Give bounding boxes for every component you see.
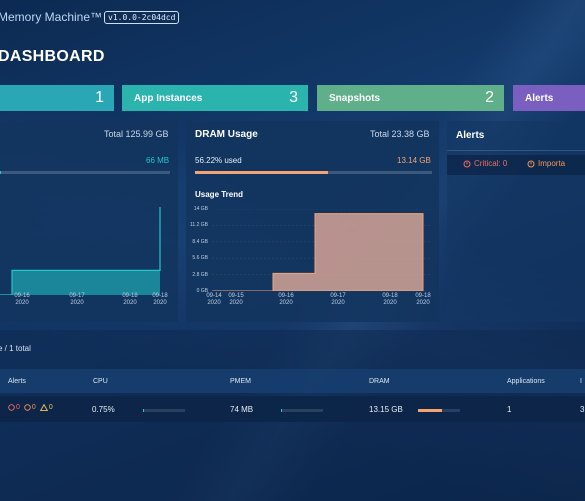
row-extra: 3 [580,405,585,414]
critical-count: 0 [16,404,20,411]
page-title: DASHBOARD [0,48,105,65]
alerts-panel [447,121,585,322]
stat-label: Alerts [525,92,554,104]
dram-y-tick-label: 5.6 GB [192,255,208,262]
column-alerts[interactable]: Alerts [8,378,26,385]
dram-bar [418,409,460,412]
row-dram: 13.15 GB [369,405,403,414]
critical-icon [8,404,15,411]
dram-x-tick-label: 09-17 2020 [330,293,346,306]
dram-x-tick-label: 09-15 2020 [228,293,244,306]
pmem-used-value: 66 MB [146,156,170,165]
column-dram[interactable]: DRAM [369,378,390,385]
pmem-bar [281,409,323,412]
dram-y-tick-label: 8.4 GB [192,238,208,245]
cpu-bar-fill [143,409,144,412]
pmem-x-tick-label: 09-16 2020 [14,293,30,306]
row-pmem: 74 MB [230,405,254,414]
dram-y-tick-label: 2.8 GB [192,271,208,278]
list-summary: e / 1 total [0,344,31,353]
stat-count: 1 [95,89,104,106]
row-cpu: 0.75% [92,405,115,414]
table-row[interactable]: 0.75% 74 MB 13.15 GB 1 3 [0,396,585,422]
row-important-count: 0 [24,404,36,411]
app-title: Memory Machine™ [0,10,103,24]
warning-count: 0 [48,404,53,411]
dram-y-tick-label: 11.2 GB [190,222,208,229]
tab-important-label: Importa [538,159,566,168]
column-cpu[interactable]: CPU [93,378,108,385]
critical-icon [463,160,471,167]
dram-y-tick-label: 14 GB [193,206,208,212]
dram-panel-title: DRAM Usage [195,129,258,140]
dram-used-percent: 56.22% used [195,156,242,165]
pmem-x-tick-label: 09-17 2020 [69,293,85,306]
dram-x-tick-label: 09-14 2020 [206,293,222,306]
tab-important[interactable]: Importa [527,159,565,168]
dram-bar-fill [418,409,442,412]
dram-y-tick-label: 0 GB [196,288,208,294]
pmem-usage-fill [0,171,1,174]
dram-total: Total 23.38 GB [370,129,430,139]
dram-x-tick-label: 09-18 2020 [382,293,398,306]
column-applications[interactable]: Applications [507,378,545,385]
row-critical-count: 0 [8,404,20,411]
important-icon [24,404,31,411]
dram-usage-fill [195,171,329,174]
stat-label: App Instances [134,92,203,104]
dram-x-tick-label: 09-18 2020 [415,293,431,306]
tab-critical-label: Critical: 0 [474,159,508,168]
top-bar: Memory Machine™ v1.0.0-2c04dcd [0,0,585,34]
cpu-bar [143,409,185,412]
pmem-x-tick-label: 09-18 2020 [122,293,138,306]
pmem-series-fill [12,270,160,295]
alerts-panel-title: Alerts [456,130,485,141]
pmem-bar-fill [281,409,282,412]
dram-used-value: 13.14 GB [397,156,431,165]
table-header: Alerts CPU PMEM DRAM Applications I [0,369,585,393]
alerts-divider [447,150,585,151]
stat-count: 2 [485,89,494,106]
column-extra[interactable]: I [580,378,582,385]
row-alert-counts: 0 0 0 [8,404,53,411]
stat-count: 3 [289,89,298,106]
pmem-usage-trend-chart [0,207,161,295]
pmem-x-tick-label: 09-18 2020 [152,293,168,306]
important-count: 0 [31,404,36,411]
pmem-usage-bar [0,171,170,174]
pmem-total: Total 125.99 GB [104,129,169,139]
dram-series-area [212,213,424,291]
stat-tile-app-instances[interactable]: App Instances 3 [122,85,308,111]
tab-critical[interactable]: Critical: 0 [463,159,507,168]
stat-tile-snapshots[interactable]: Snapshots 2 [317,85,504,111]
dram-usage-trend-chart [212,209,432,291]
alerts-severity-tabs: Critical: 0 Importa [447,155,585,175]
row-warning-count: 0 [39,404,53,411]
stat-tile-alerts[interactable]: Alerts [513,85,585,111]
pmem-series-line [0,207,161,295]
stat-tile-hosts[interactable]: 1 [0,85,114,111]
row-applications: 1 [507,405,512,414]
dram-usage-bar [195,171,432,174]
column-pmem[interactable]: PMEM [230,378,251,385]
version-badge: v1.0.0-2c04dcd [104,11,180,24]
stat-label: Snapshots [329,92,381,104]
warning-icon [39,404,48,411]
important-icon [527,160,535,167]
dram-trend-title: Usage Trend [195,190,244,199]
dram-x-tick-label: 09-16 2020 [278,293,294,306]
